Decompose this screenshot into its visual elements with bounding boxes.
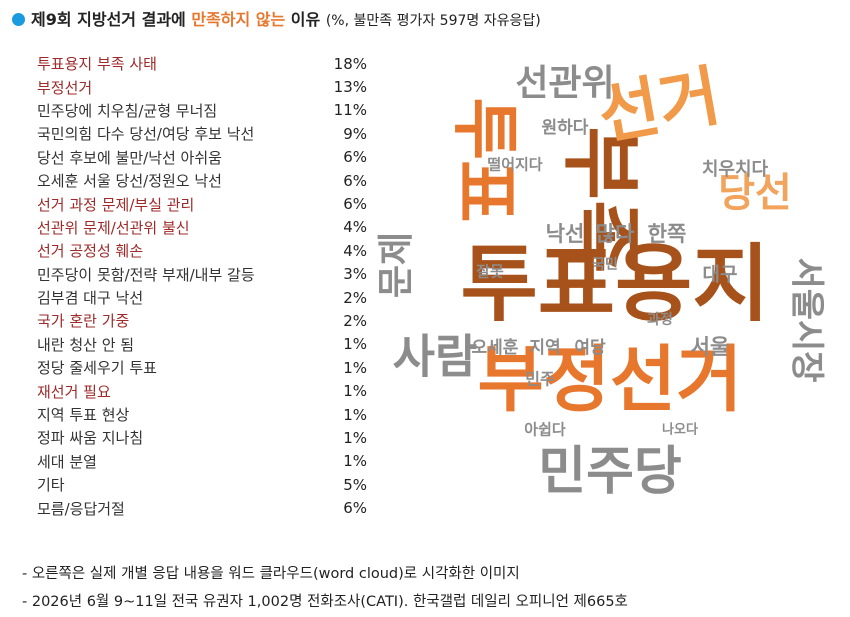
- reason-row: 지역 투표 현상 1%: [37, 403, 367, 426]
- cloud-word: 원하다: [542, 118, 589, 138]
- reason-label: 선거 과정 문제/부실 관리: [37, 195, 195, 214]
- cloud-word: 국민: [592, 256, 618, 273]
- cloud-word: 선관위: [515, 63, 614, 104]
- reason-row: 기타 5%: [37, 473, 367, 496]
- reason-value: 2%: [343, 311, 367, 330]
- reason-label: 지역 투표 현상: [37, 406, 130, 425]
- reason-value: 3%: [343, 265, 367, 284]
- cloud-word: 과정: [647, 311, 673, 328]
- reason-value: 11%: [333, 101, 367, 120]
- cloud-word: 민주: [525, 370, 555, 389]
- reason-label: 정파 싸움 지나침: [37, 429, 144, 448]
- reason-value: 1%: [343, 335, 367, 354]
- reason-row: 김부겸 대구 낙선 2%: [37, 286, 367, 309]
- reason-row: 민주당에 치우침/균형 무너짐 11%: [37, 99, 367, 122]
- cloud-word: 민주당: [538, 442, 682, 502]
- reason-value: 18%: [333, 54, 367, 73]
- cloud-word: 아쉽다: [524, 421, 566, 439]
- cloud-word: 지역: [529, 338, 560, 358]
- reason-row: 정당 줄세우기 투표 1%: [37, 356, 367, 379]
- cloud-word: 서울: [691, 335, 730, 359]
- cloud-word: 부정선거: [478, 338, 743, 422]
- cloud-word: 낙선: [546, 222, 585, 246]
- reason-label: 모름/응답거절: [37, 499, 125, 518]
- cloud-word: 대구: [703, 264, 738, 286]
- cloud-word: 당선: [718, 170, 792, 216]
- reason-value: 1%: [343, 405, 367, 424]
- reason-label: 세대 분열: [37, 452, 97, 471]
- cloud-word: 오세훈: [472, 337, 519, 358]
- reason-label: 김부겸 대구 낙선: [37, 289, 144, 308]
- reason-row: 정파 싸움 지나침 1%: [37, 426, 367, 449]
- reason-row: 국가 혼란 가중 2%: [37, 309, 367, 332]
- reason-value: 6%: [343, 148, 367, 167]
- cloud-word: 서울시장: [787, 257, 827, 382]
- title: 제9회 지방선거 결과에 만족하지 않는 이유 (%, 불만족 평가자 597명…: [12, 6, 541, 30]
- cloud-word: 한쪽: [648, 222, 687, 246]
- cloud-word: 나오다: [662, 422, 698, 438]
- reason-value: 1%: [343, 428, 367, 447]
- cloud-word: 떨어지다: [487, 156, 542, 174]
- reason-list: 투표용지 부족 사태 18% 부정선거 13% 민주당에 치우침/균형 무너짐 11% 국민…: [37, 52, 367, 520]
- cloud-word: 문제: [376, 232, 417, 298]
- cloud-word: 많다: [596, 222, 635, 246]
- reason-row: 모름/응답거절 6%: [37, 496, 367, 519]
- reason-value: 2%: [343, 288, 367, 307]
- reason-row: 세대 분열 1%: [37, 450, 367, 473]
- reason-label: 정당 줄세우기 투표: [37, 359, 157, 378]
- reason-label: 국가 혼란 가중: [37, 312, 130, 331]
- reason-label: 민주당에 치우침/균형 무너짐: [37, 101, 218, 120]
- cloud-word: 투표: [444, 97, 523, 222]
- reason-value: 6%: [343, 171, 367, 190]
- reason-row: 부정선거 13%: [37, 75, 367, 98]
- reason-value: 13%: [333, 78, 367, 97]
- reason-value: 9%: [343, 124, 367, 143]
- cloud-word: 사람: [393, 330, 478, 384]
- reason-value: 6%: [343, 195, 367, 214]
- cloud-word: 여당: [574, 338, 606, 358]
- reason-row: 선거 과정 문제/부실 관리 6%: [37, 192, 367, 215]
- reason-row: 당선 후보에 불만/낙선 아쉬움 6%: [37, 146, 367, 169]
- reason-label: 선거 공정성 훼손: [37, 242, 144, 261]
- reason-label: 재선거 필요: [37, 382, 111, 401]
- reason-row: 내란 청산 안 됨 1%: [37, 333, 367, 356]
- reason-value: 1%: [343, 452, 367, 471]
- reason-row: 재선거 필요 1%: [37, 379, 367, 402]
- title-suffix: 이유: [285, 10, 321, 29]
- reason-value: 6%: [343, 499, 367, 518]
- cloud-word: 치우치다: [702, 159, 769, 180]
- reason-label: 오세훈 서울 당선/정원오 낙선: [37, 172, 222, 191]
- subtitle: (%, 불만족 평가자 597명 자유응답): [325, 13, 541, 29]
- reason-row: 국민의힘 다수 당선/여당 후보 낙선 9%: [37, 122, 367, 145]
- reason-label: 부정선거: [37, 78, 93, 97]
- reason-value: 5%: [343, 475, 367, 494]
- note: - 2026년 6월 9~11일 전국 유권자 1,002명 전화조사(CATI…: [22, 594, 628, 610]
- reason-row: 선관위 문제/선관위 불신 4%: [37, 216, 367, 239]
- note: - 오른쪽은 실제 개별 응답 내용을 워드 클라우드(word cloud)로…: [22, 566, 520, 582]
- title-highlight: 만족하지 않는: [191, 10, 286, 29]
- reason-value: 1%: [343, 358, 367, 377]
- reason-value: 4%: [343, 218, 367, 237]
- cloud-word: 잘못: [476, 263, 504, 281]
- reason-value: 4%: [343, 241, 367, 260]
- reason-row: 오세훈 서울 당선/정원오 낙선 6%: [37, 169, 367, 192]
- title-prefix: 제9회 지방선거 결과에: [31, 10, 192, 29]
- reason-label: 민주당이 못함/전략 부재/내부 갈등: [37, 265, 255, 284]
- title-dot: [12, 13, 25, 26]
- reason-label: 국민의힘 다수 당선/여당 후보 낙선: [37, 125, 255, 144]
- reason-label: 투표용지 부족 사태: [37, 55, 157, 74]
- cloud-word: 투표용지: [460, 235, 769, 333]
- reason-row: 투표용지 부족 사태 18%: [37, 52, 367, 75]
- reason-label: 기타: [37, 476, 65, 495]
- cloud-word: 부족: [554, 126, 647, 273]
- reason-row: 선거 공정성 훼손 4%: [37, 239, 367, 262]
- reason-label: 내란 청산 안 됨: [37, 335, 135, 354]
- reason-label: 당선 후보에 불만/낙선 아쉬움: [37, 148, 222, 167]
- reason-label: 선관위 문제/선관위 불신: [37, 218, 190, 237]
- reason-row: 민주당이 못함/전략 부재/내부 갈등 3%: [37, 263, 367, 286]
- reason-value: 1%: [343, 382, 367, 401]
